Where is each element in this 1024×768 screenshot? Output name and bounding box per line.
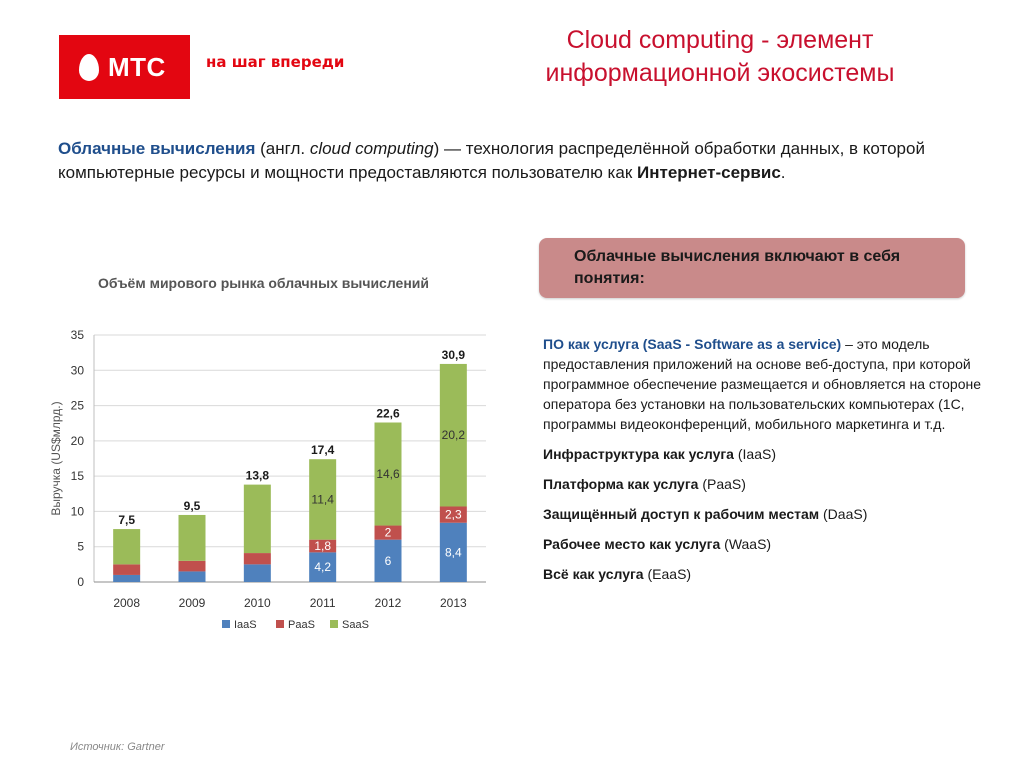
total-label: 22,6	[376, 407, 400, 421]
total-label: 13,8	[246, 469, 270, 483]
bar-segment-saas	[374, 422, 402, 526]
definition-paragraph: Облачные вычисления (англ. cloud computi…	[58, 137, 983, 185]
y-tick-label: 30	[71, 363, 85, 377]
total-label: 7,5	[118, 513, 135, 527]
definition-bold-end: Интернет-сервис	[637, 163, 781, 182]
bar-segment-iaas	[178, 571, 206, 582]
legend-label: SaaS	[342, 619, 369, 631]
concept-iaas: Инфраструктура как услуга (IaaS)	[543, 444, 983, 464]
y-axis-label: Выручка (US$млрд.)	[49, 401, 63, 515]
definition-period: .	[780, 163, 786, 182]
y-tick-label: 25	[71, 399, 85, 413]
definition-english: cloud computing	[309, 139, 434, 158]
segment-label: 2,3	[445, 508, 462, 522]
legend-swatch-saas	[330, 620, 338, 628]
bar-segment-iaas	[439, 522, 467, 582]
bar-segment-paas	[374, 525, 402, 540]
stacked-bar-chart: 0 5 10 15 20 25 30 35 Выручка (US$млрд.) 7,5 2008 9…	[49, 328, 486, 631]
concept-daas: Защищённый доступ к рабочим местам (DaaS…	[543, 504, 983, 524]
source-note: Источник: Gartner	[70, 741, 165, 753]
concept-saas-desc: – это модель предоставления приложений н…	[543, 336, 981, 432]
concept-abbr: (IaaS)	[733, 446, 776, 462]
bar-segment-paas	[178, 560, 206, 572]
x-tick-label: 2011	[310, 596, 336, 610]
definition-part-2: ) — технология распределённой обработки …	[58, 139, 925, 182]
definition-term: Облачные вычисления	[58, 139, 256, 158]
x-tick-label: 2009	[179, 596, 206, 610]
concept-term: Рабочее место как услуга	[543, 536, 721, 552]
mts-logo: МТС	[59, 35, 190, 99]
bar-segment-iaas	[243, 564, 271, 582]
segment-label: 1,8	[314, 539, 331, 553]
concepts-list: ПО как услуга (SaaS - Software as a serv…	[543, 334, 983, 594]
legend-label: PaaS	[288, 619, 315, 631]
bar-segment-paas	[439, 506, 467, 523]
bar-segment-iaas	[374, 539, 402, 582]
title-line-2: информационной экосистемы	[545, 59, 895, 87]
y-tick-label: 0	[77, 575, 84, 589]
concept-term: Всё как услуга	[543, 566, 644, 582]
definition-part-1: (англ.	[255, 139, 310, 158]
bar-segment-iaas	[113, 574, 141, 582]
x-tick-label: 2013	[440, 596, 467, 610]
concept-term: Инфраструктура как услуга	[543, 446, 734, 462]
concept-paas: Платформа как услуга (PaaS)	[543, 474, 983, 494]
bar-segment-saas	[113, 529, 141, 565]
x-tick-label: 2012	[375, 596, 402, 610]
concept-saas-term: ПО как услуга (SaaS - Software as a serv…	[543, 336, 842, 352]
concept-abbr: (DaaS)	[819, 506, 868, 522]
bar-segment-saas	[439, 363, 467, 507]
segment-label: 20,2	[442, 428, 466, 442]
segment-label: 8,4	[445, 545, 462, 559]
concepts-header-box: Облачные вычисления включают в себя поня…	[539, 238, 965, 298]
x-tick-label: 2010	[244, 596, 271, 610]
bar-segment-saas	[178, 514, 206, 561]
legend-swatch-paas	[276, 620, 284, 628]
legend-label: IaaS	[234, 619, 257, 631]
logo-text: МТС	[108, 51, 166, 82]
bar-segment-paas	[113, 564, 141, 575]
egg-icon	[79, 53, 99, 81]
segment-label: 6	[385, 554, 392, 568]
segment-label: 4,2	[314, 560, 331, 574]
bar-segment-saas	[309, 459, 337, 540]
bar-segment-paas	[243, 553, 271, 565]
concept-waas: Рабочее место как услуга (WaaS)	[543, 534, 983, 554]
legend-swatch-iaas	[222, 620, 230, 628]
total-label: 9,5	[184, 499, 201, 513]
y-tick-label: 35	[71, 328, 85, 342]
total-label: 30,9	[442, 348, 466, 362]
bar-segment-iaas	[309, 552, 337, 582]
y-tick-label: 5	[77, 540, 84, 554]
segment-label: 11,4	[311, 492, 334, 506]
concept-term: Защищённый доступ к рабочим местам	[543, 506, 820, 522]
concept-abbr: (PaaS)	[698, 476, 746, 492]
concepts-header-text: Облачные вычисления включают в себя поня…	[574, 248, 901, 287]
title-line-1: Cloud computing - элемент	[566, 26, 874, 54]
bar-segment-paas	[309, 539, 337, 553]
logo-slogan: на шаг впереди	[206, 53, 345, 71]
segment-label: 14,6	[376, 467, 400, 481]
y-tick-label: 15	[71, 469, 85, 483]
concept-eaas: Всё как услуга (EaaS)	[543, 564, 983, 584]
x-tick-label: 2008	[113, 596, 140, 610]
chart-title: Объём мирового рынка облачных вычислений	[98, 275, 430, 291]
segment-label: 2	[385, 526, 392, 540]
total-label: 17,4	[311, 443, 335, 457]
concept-abbr: (EaaS)	[643, 566, 692, 582]
concept-abbr: (WaaS)	[720, 536, 772, 552]
bar-segment-saas	[243, 484, 271, 554]
slide-title: Cloud computing - элемент информационной…	[500, 24, 940, 90]
y-tick-label: 10	[71, 504, 85, 518]
concept-term: Платформа как услуга	[543, 476, 699, 492]
y-tick-label: 20	[71, 434, 85, 448]
concept-saas: ПО как услуга (SaaS - Software as a serv…	[543, 334, 983, 434]
